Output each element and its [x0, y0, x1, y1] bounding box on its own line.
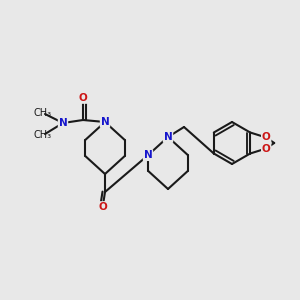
- Text: O: O: [262, 133, 271, 142]
- Text: N: N: [58, 118, 68, 128]
- Text: O: O: [262, 143, 271, 154]
- Text: O: O: [79, 93, 87, 103]
- Text: CH₃: CH₃: [34, 130, 52, 140]
- Text: O: O: [99, 202, 107, 212]
- Text: N: N: [100, 117, 109, 127]
- Text: CH₃: CH₃: [34, 108, 52, 118]
- Text: N: N: [164, 132, 172, 142]
- Text: N: N: [144, 150, 152, 160]
